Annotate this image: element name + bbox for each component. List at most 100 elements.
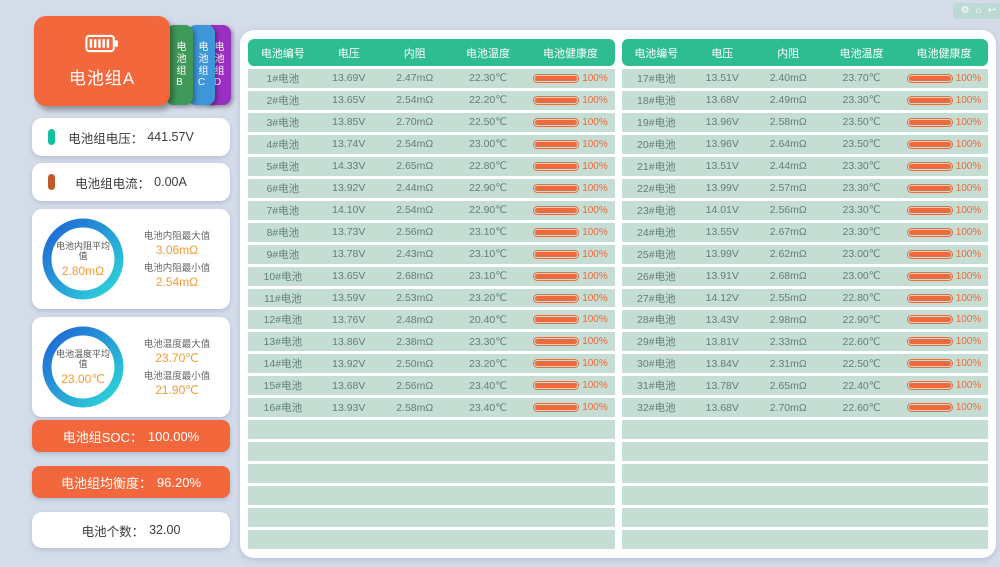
cell-temperature: 23.00℃ xyxy=(842,248,881,261)
tab-pack-a-active[interactable]: 电池组A xyxy=(34,16,170,106)
cell-health: 100% xyxy=(527,227,615,238)
cell-health: 100% xyxy=(527,336,615,347)
back-icon[interactable]: ↩ xyxy=(987,5,996,16)
cell-health: 100% xyxy=(527,380,615,391)
cell-resistance: 2.33mΩ xyxy=(769,335,807,348)
cell-temperature: 23.40℃ xyxy=(468,401,508,414)
table-row: 17#电池 13.51V 2.40mΩ 23.70℃ 100% xyxy=(621,69,988,88)
tab-pack-b[interactable]: 电池组B xyxy=(166,25,193,105)
cell-temperature: 23.30℃ xyxy=(842,94,881,107)
cell-temperature: 23.50℃ xyxy=(842,116,881,129)
cell-health: 100% xyxy=(900,139,988,150)
resistance-min-value: 2.54mΩ xyxy=(155,274,199,289)
health-percent: 100% xyxy=(582,358,608,370)
header-battery-id: 电池编号 xyxy=(634,47,679,60)
cell-battery-id: 20#电池 xyxy=(637,138,676,151)
cell-temperature: 22.90℃ xyxy=(468,182,508,195)
table-row-empty xyxy=(621,486,988,506)
cell-battery-id: 28#电池 xyxy=(637,314,676,327)
cell-battery-id: 31#电池 xyxy=(637,380,676,393)
pack-balance-card: 电池组均衡度： 96.20% xyxy=(32,466,230,498)
home-icon[interactable]: ⌂ xyxy=(975,5,982,16)
cell-battery-id: 30#电池 xyxy=(637,358,676,371)
cell-resistance: 2.55mΩ xyxy=(769,292,807,304)
table-row-empty xyxy=(621,420,988,440)
cell-voltage: 13.92V xyxy=(332,182,366,195)
pack-soc-label: 电池组SOC： xyxy=(62,429,143,445)
cell-resistance: 2.70mΩ xyxy=(396,116,434,129)
health-bar xyxy=(533,315,580,325)
table-row: 27#电池 14.12V 2.55mΩ 22.80℃ 100% xyxy=(621,288,988,308)
table-header: 电池编号 电压 内阻 电池温度 电池健康度 xyxy=(621,39,988,66)
cell-resistance: 2.44mΩ xyxy=(396,182,434,195)
cell-health: 100% xyxy=(900,314,988,325)
cell-temperature: 22.80℃ xyxy=(468,160,508,173)
cell-health: 100% xyxy=(527,95,615,106)
health-bar xyxy=(533,117,580,127)
health-bar xyxy=(906,293,953,303)
cell-temperature: 23.30℃ xyxy=(842,182,881,195)
cell-temperature: 23.10℃ xyxy=(468,270,508,283)
cell-health: 100% xyxy=(900,183,988,194)
cell-temperature: 22.50℃ xyxy=(842,357,881,370)
cell-battery-id: 25#电池 xyxy=(637,248,676,261)
resistance-min-label: 电池内阻最小值 xyxy=(143,262,211,274)
cell-resistance: 2.58mΩ xyxy=(769,116,807,129)
cell-resistance: 2.65mΩ xyxy=(769,379,807,392)
table-row: 26#电池 13.91V 2.68mΩ 23.00℃ 100% xyxy=(621,266,988,286)
cell-battery-id: 16#电池 xyxy=(263,402,303,415)
cell-battery-id: 13#电池 xyxy=(263,336,303,349)
health-bar xyxy=(533,271,580,281)
cell-battery-id: 7#电池 xyxy=(266,204,300,217)
pack-soc-card: 电池组SOC： 100.00% xyxy=(32,420,230,452)
health-percent: 100% xyxy=(582,204,608,216)
health-bar xyxy=(906,139,953,149)
pack-voltage-label: 电池组电压： xyxy=(68,131,144,146)
cell-temperature: 23.70℃ xyxy=(842,72,881,85)
pack-balance-value: 96.20% xyxy=(156,474,202,490)
gear-icon[interactable]: ⚙ xyxy=(960,5,970,16)
health-percent: 100% xyxy=(582,270,608,282)
health-percent: 100% xyxy=(582,380,608,392)
temperature-gauge-ring: 电池温度平均值 23.00℃ xyxy=(38,323,128,411)
cell-temperature: 22.30℃ xyxy=(468,72,508,85)
table-row: 7#电池 14.10V 2.54mΩ 22.90℃ 100% xyxy=(248,200,615,220)
battery-count-label: 电池个数： xyxy=(81,524,145,539)
battery-table-left: 电池编号 电压 内阻 电池温度 电池健康度 1#电池 13.69V 2.47mΩ 22… xyxy=(248,39,615,549)
temperature-avg-value: 23.00℃ xyxy=(61,371,105,386)
cell-battery-id: 29#电池 xyxy=(637,336,676,349)
cell-health: 100% xyxy=(900,95,988,106)
cell-voltage: 13.91V xyxy=(705,270,739,283)
cell-resistance: 2.64mΩ xyxy=(769,138,807,151)
resistance-avg-value: 2.80mΩ xyxy=(61,263,105,278)
table-row: 20#电池 13.96V 2.64mΩ 23.50℃ 100% xyxy=(621,134,988,154)
cell-battery-id: 3#电池 xyxy=(266,116,300,129)
resistance-avg-label: 电池内阻平均值 xyxy=(55,240,110,261)
cell-battery-id: 2#电池 xyxy=(266,94,300,107)
cell-health: 100% xyxy=(527,358,615,369)
table-row: 14#电池 13.92V 2.50mΩ 23.20℃ 100% xyxy=(248,354,615,374)
cell-resistance: 2.62mΩ xyxy=(769,248,807,261)
cell-resistance: 2.31mΩ xyxy=(769,357,807,370)
cell-resistance: 2.58mΩ xyxy=(396,401,434,414)
table-row: 1#电池 13.69V 2.47mΩ 22.30℃ 100% xyxy=(248,69,615,88)
table-row: 5#电池 14.33V 2.65mΩ 22.80℃ 100% xyxy=(248,156,615,176)
cell-health: 100% xyxy=(900,73,988,84)
cell-health: 100% xyxy=(900,336,988,347)
cell-voltage: 14.01V xyxy=(705,204,739,217)
health-bar xyxy=(906,315,953,325)
cell-health: 100% xyxy=(900,402,988,413)
health-percent: 100% xyxy=(582,182,608,194)
health-bar xyxy=(906,381,953,391)
current-bar-icon xyxy=(48,174,55,190)
cell-health: 100% xyxy=(527,205,615,216)
mini-toolbar: ⚙ ⌂ ↩ xyxy=(952,3,1000,19)
resistance-gauge-card: 电池内阻平均值 2.80mΩ 电池内阻最大值 3.06mΩ 电池内阻最小值 2.… xyxy=(32,209,230,309)
health-bar xyxy=(906,227,953,237)
health-bar xyxy=(533,337,580,347)
temperature-min-value: 21.90℃ xyxy=(155,382,199,397)
cell-resistance: 2.54mΩ xyxy=(396,94,434,107)
cell-health: 100% xyxy=(900,271,988,282)
header-health: 电池健康度 xyxy=(542,47,598,60)
cell-voltage: 13.78V xyxy=(332,248,366,261)
